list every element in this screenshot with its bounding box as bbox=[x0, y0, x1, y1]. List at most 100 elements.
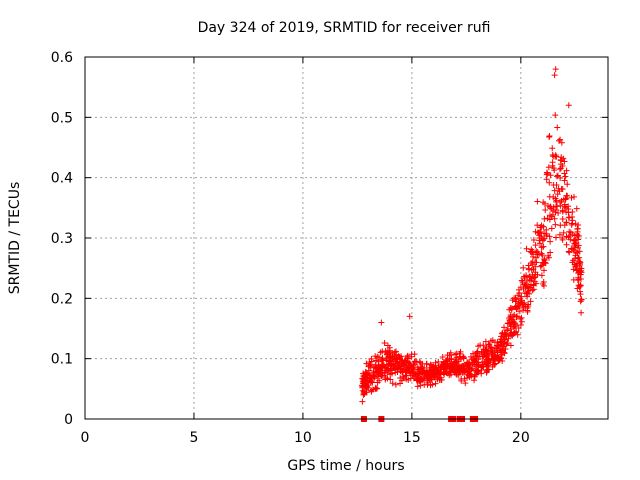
data-point bbox=[436, 376, 443, 383]
data-point bbox=[489, 363, 496, 370]
data-point bbox=[492, 360, 499, 367]
data-point bbox=[538, 272, 545, 279]
data-point bbox=[378, 365, 385, 372]
data-point bbox=[483, 347, 490, 354]
data-point bbox=[539, 252, 546, 259]
data-point bbox=[525, 288, 532, 295]
data-point bbox=[462, 380, 469, 387]
data-point bbox=[474, 348, 481, 355]
data-point bbox=[512, 298, 519, 305]
data-point bbox=[439, 354, 446, 361]
data-point bbox=[517, 321, 524, 328]
y-tick-label: 0 bbox=[64, 412, 73, 428]
data-point bbox=[394, 354, 401, 361]
data-point bbox=[369, 386, 376, 393]
data-point bbox=[525, 301, 532, 308]
data-point bbox=[487, 337, 494, 344]
data-point bbox=[466, 368, 473, 375]
data-point bbox=[553, 198, 560, 205]
data-point bbox=[523, 272, 530, 279]
data-point bbox=[566, 228, 573, 235]
data-point bbox=[573, 249, 580, 256]
data-point bbox=[520, 264, 527, 271]
data-point bbox=[421, 381, 428, 388]
data-point bbox=[552, 221, 559, 228]
data-point bbox=[457, 348, 464, 355]
data-point bbox=[377, 349, 384, 356]
data-point bbox=[409, 365, 416, 372]
data-point bbox=[568, 194, 575, 201]
data-point bbox=[560, 155, 567, 162]
data-point bbox=[562, 195, 569, 202]
data-point bbox=[507, 325, 514, 332]
data-point bbox=[406, 313, 413, 320]
data-point bbox=[577, 275, 584, 282]
data-point bbox=[578, 269, 585, 276]
data-point bbox=[424, 371, 431, 378]
data-point bbox=[443, 369, 450, 376]
data-point bbox=[507, 342, 514, 349]
data-point bbox=[564, 181, 571, 188]
data-point bbox=[556, 166, 563, 173]
data-point bbox=[572, 220, 579, 227]
data-point bbox=[471, 372, 478, 379]
data-point bbox=[529, 287, 536, 294]
x-axis-label: GPS time / hours bbox=[287, 458, 404, 474]
data-point bbox=[443, 360, 450, 367]
data-point bbox=[553, 182, 560, 189]
data-point bbox=[485, 362, 492, 369]
data-point bbox=[561, 158, 568, 165]
data-point bbox=[571, 255, 578, 262]
data-point bbox=[492, 348, 499, 355]
data-point bbox=[575, 270, 582, 277]
data-point bbox=[534, 249, 541, 256]
data-point bbox=[557, 161, 564, 168]
grid-lines bbox=[85, 57, 608, 419]
data-point bbox=[510, 318, 517, 325]
data-point bbox=[444, 370, 451, 377]
data-point bbox=[418, 363, 425, 370]
data-point bbox=[443, 363, 450, 370]
data-point bbox=[389, 380, 396, 387]
data-point bbox=[515, 292, 522, 299]
data-point bbox=[374, 353, 381, 360]
data-point bbox=[486, 352, 493, 359]
data-point bbox=[537, 240, 544, 247]
data-point bbox=[553, 234, 560, 241]
data-point bbox=[410, 370, 417, 377]
data-point bbox=[365, 382, 372, 389]
data-point bbox=[545, 164, 552, 171]
data-point bbox=[556, 137, 563, 144]
data-point bbox=[500, 337, 507, 344]
data-point bbox=[366, 375, 373, 382]
data-point bbox=[411, 351, 418, 358]
data-point bbox=[359, 398, 366, 405]
data-point bbox=[457, 364, 464, 371]
data-point bbox=[417, 377, 424, 384]
data-point bbox=[361, 388, 368, 395]
data-point bbox=[552, 112, 559, 119]
data-point bbox=[563, 233, 570, 240]
data-point bbox=[508, 332, 515, 339]
data-point bbox=[359, 382, 366, 389]
data-point bbox=[546, 216, 553, 223]
data-point bbox=[502, 345, 509, 352]
data-point bbox=[574, 277, 581, 284]
data-point bbox=[491, 339, 498, 346]
data-point bbox=[575, 233, 582, 240]
data-point bbox=[532, 274, 539, 281]
data-point bbox=[566, 214, 573, 221]
data-point bbox=[532, 228, 539, 235]
data-point bbox=[363, 360, 370, 367]
data-point bbox=[558, 185, 565, 192]
data-point bbox=[554, 124, 561, 131]
data-point bbox=[559, 236, 566, 243]
data-point bbox=[577, 291, 584, 298]
data-point bbox=[388, 370, 395, 377]
data-point bbox=[423, 360, 430, 367]
data-point bbox=[578, 296, 585, 303]
data-point bbox=[431, 374, 438, 381]
data-point bbox=[523, 245, 530, 252]
data-point bbox=[493, 342, 500, 349]
data-point bbox=[399, 357, 406, 364]
